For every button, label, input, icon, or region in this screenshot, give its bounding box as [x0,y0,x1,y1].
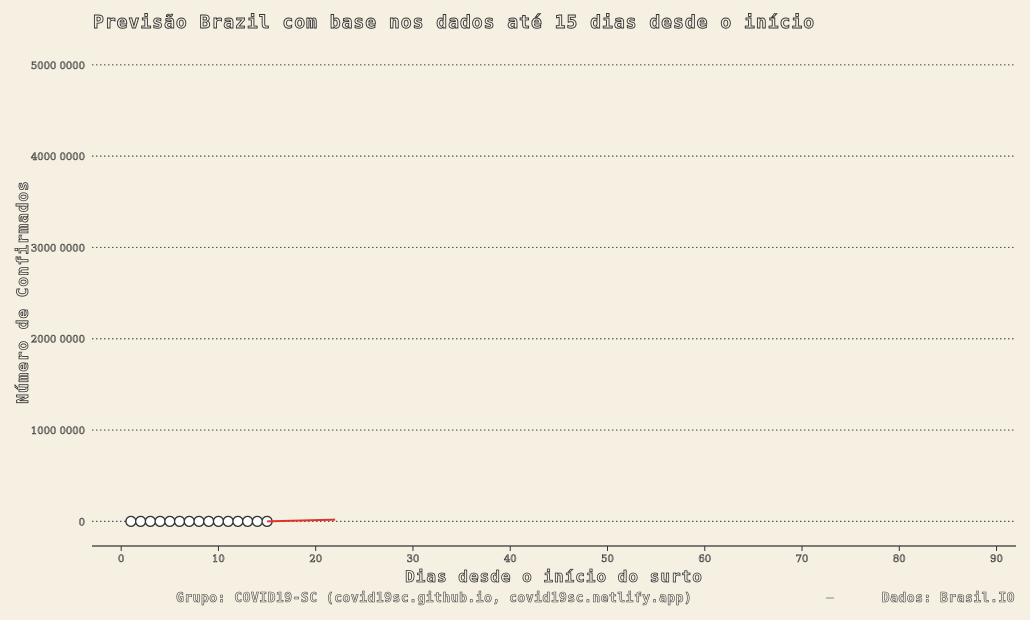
x-tick-label: 30 [407,554,420,565]
grid-layer [92,64,1016,522]
x-tick-label: 0 [118,554,124,565]
y-tick-labels: 0 1000 0000 2000 0000 3000 0000 4000 0000 500… [31,61,86,529]
data-point [173,515,186,527]
caption-data-source: Dados: Brasil.IO [882,591,1015,606]
y-tick-label: 4000 0000 [31,152,85,163]
x-tick-label: 10 [212,554,225,565]
y-tick-label: 5000 0000 [31,61,85,72]
data-point [222,515,234,527]
x-tick-label: 60 [698,554,711,565]
data-point [193,515,205,527]
x-tick-marks: 0 10 20 30 40 50 60 70 80 90 [118,546,1003,565]
x-tick-label: 50 [601,554,614,565]
y-tick-label: 1000 0000 [31,426,85,437]
data-point [212,515,225,527]
data-point [232,515,244,527]
data-point [203,515,215,527]
x-axis-label: Dias desde o início do surto [405,567,703,586]
caption-source-group: Grupo: COVID19-SC (covid19sc.github.io, … [176,591,692,606]
x-tick-label: 40 [504,554,517,565]
x-tick-label: 70 [796,554,809,565]
x-tick-label: 20 [309,554,322,565]
x-tick-label: 90 [990,554,1003,565]
y-tick-label: 0 [79,517,85,528]
y-tick-label: 2000 0000 [31,335,85,346]
data-point [134,515,147,527]
data-point [125,515,137,527]
data-point [251,515,263,527]
data-point [241,515,254,527]
y-axis-label: Número de Confirmados [13,180,32,403]
forecast-line [267,518,336,523]
x-tick-label: 80 [893,554,906,565]
y-tick-label: 3000 0000 [31,243,85,254]
data-point [164,515,176,527]
chart-title: Previsão Brazil com base nos dados até 1… [93,12,815,33]
data-point [144,515,157,527]
data-point [183,515,195,527]
series-layer [125,515,336,527]
data-point [154,515,166,527]
